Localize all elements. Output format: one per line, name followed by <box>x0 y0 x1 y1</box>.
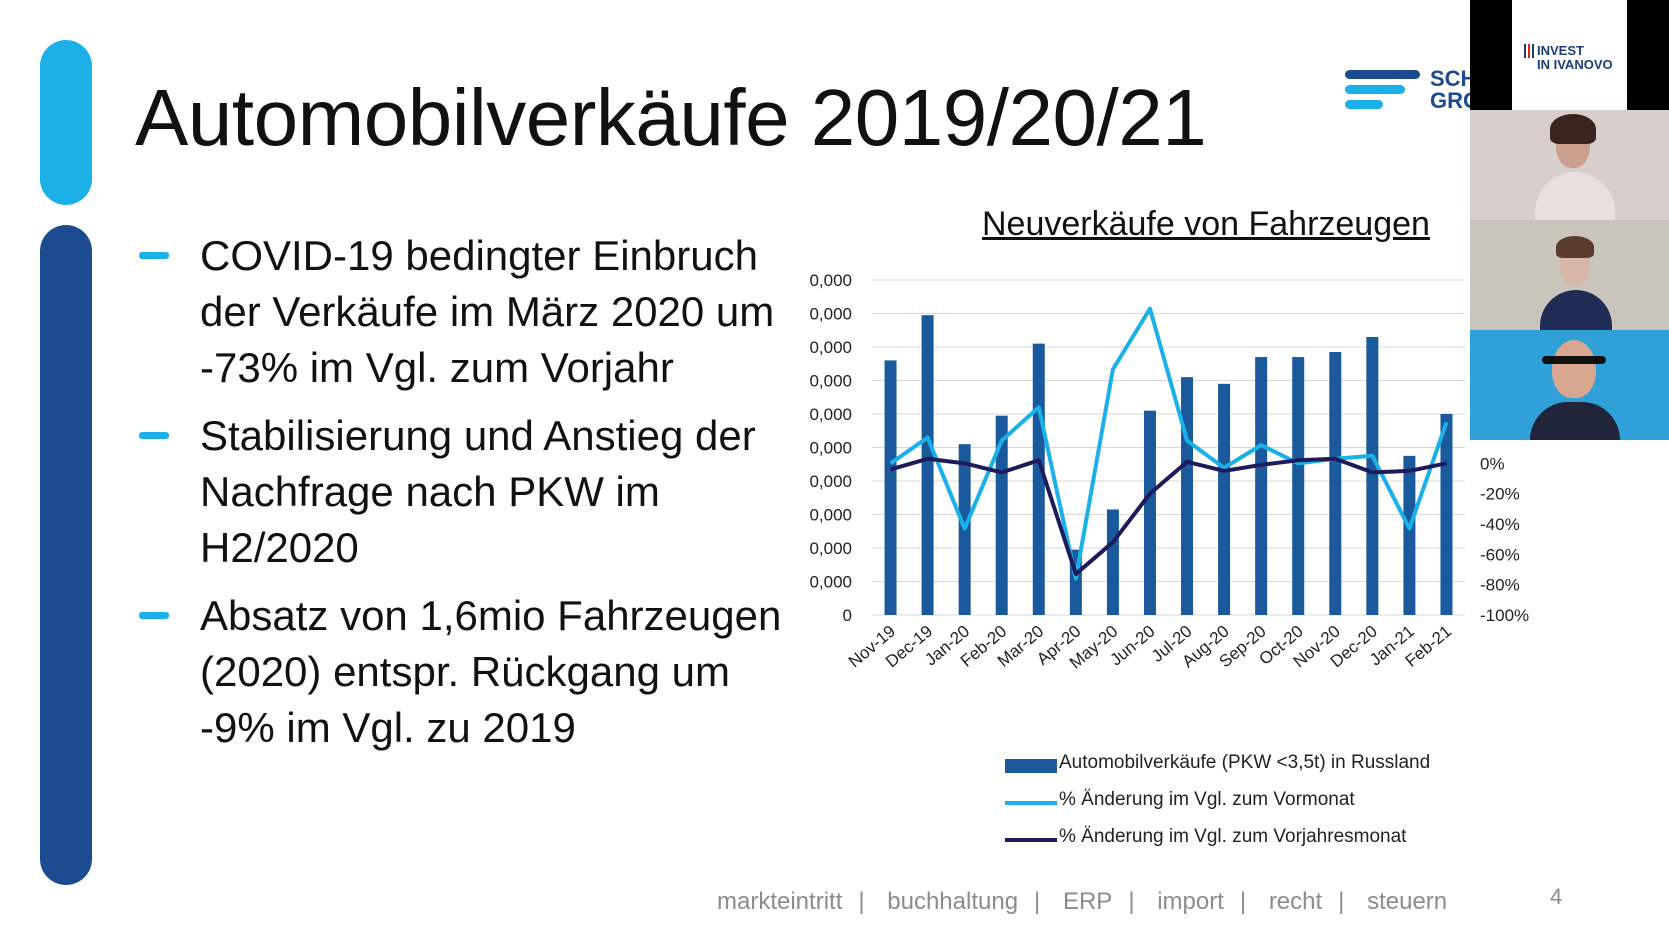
y-tick-label: 40,000 <box>810 539 852 558</box>
bar <box>1143 410 1156 615</box>
y2-tick-label: -80% <box>1480 576 1520 595</box>
bar <box>1329 352 1342 615</box>
video-tile-host-logo[interactable]: INVEST IN IVANOVO <box>1470 0 1669 110</box>
y-tick-label: 60,000 <box>810 506 852 525</box>
legend-swatch-line <box>1005 801 1057 805</box>
footer-item: import <box>1157 888 1224 915</box>
chart-title: Neuverkäufe von Fahrzeugen <box>982 205 1430 243</box>
page-number: 4 <box>1550 884 1563 909</box>
footer-item: buchhaltung <box>887 888 1019 915</box>
bar <box>1292 357 1305 615</box>
bullet-list: COVID-19 bedingter Einbruch der Verkäufe… <box>135 228 815 768</box>
video-tile-participant[interactable] <box>1470 110 1669 220</box>
y2-tick-label: -40% <box>1480 515 1520 534</box>
bar <box>1366 336 1379 615</box>
bar <box>1106 509 1119 615</box>
brand-line1: INVEST <box>1537 43 1584 58</box>
bullet-text: Stabilisierung und Anstieg der Nachfrage… <box>200 412 756 571</box>
series-line <box>889 306 1449 581</box>
bar <box>1181 377 1194 615</box>
company-logo: SCH GRO <box>1345 68 1480 115</box>
brand-line2: IN IVANOVO <box>1537 57 1613 72</box>
video-tile-participant[interactable] <box>1470 220 1669 330</box>
bar <box>995 415 1008 615</box>
bar <box>1440 414 1453 615</box>
y-tick-label: 140,000 <box>810 372 852 391</box>
legend-label: % Änderung im Vgl. zum Vormonat <box>1059 789 1355 810</box>
y2-tick-label: -20% <box>1480 485 1520 504</box>
y-tick-label: 160,000 <box>810 338 852 357</box>
bullet-text: COVID-19 bedingter Einbruch der Verkäufe… <box>200 232 775 391</box>
bullet-text: Absatz von 1,6mio Fahrzeugen (2020) ents… <box>200 592 782 751</box>
y-tick-label: 100,000 <box>810 439 852 458</box>
footer-item: steuern <box>1367 888 1448 915</box>
bar <box>1403 455 1416 615</box>
bar <box>884 360 897 615</box>
legend-swatch-bar <box>1005 759 1057 773</box>
footer-item: markteintritt <box>717 888 843 915</box>
y2-tick-label: -100% <box>1480 606 1529 625</box>
accent-bar-light <box>40 40 92 205</box>
bullet-item: COVID-19 bedingter Einbruch der Verkäufe… <box>135 228 815 396</box>
y-tick-label: 20,000 <box>810 573 852 592</box>
y-tick-label: 0 <box>843 606 852 625</box>
series-line <box>889 456 1447 577</box>
bullet-item: Absatz von 1,6mio Fahrzeugen (2020) ents… <box>135 588 815 756</box>
footer-nav: markteintritt | buchhaltung | ERP | import |… <box>717 888 1448 915</box>
y2-tick-label: 0% <box>1480 454 1505 473</box>
y-tick-label: 80,000 <box>810 472 852 491</box>
bar <box>921 315 934 615</box>
invest-ivanovo-logo: INVEST IN IVANOVO <box>1524 44 1613 71</box>
y-tick-label: 120,000 <box>810 405 852 424</box>
bullet-item: Stabilisierung und Anstieg der Nachfrage… <box>135 408 815 576</box>
logo-text: SCH GRO <box>1430 66 1481 113</box>
video-tile-participant[interactable] <box>1470 330 1669 440</box>
y2-tick-label: -60% <box>1480 545 1520 564</box>
video-participants-panel: INVEST IN IVANOVO <box>1470 0 1669 440</box>
bar <box>1255 357 1268 615</box>
y-tick-label: 180,000 <box>810 305 852 324</box>
slide-title: Automobilverkäufe 2019/20/21 <box>135 73 1207 162</box>
legend-label: Automobilverkäufe (PKW <3,5t) in Russlan… <box>1059 752 1431 773</box>
bar <box>1218 383 1231 615</box>
legend-swatch-line <box>1005 838 1057 842</box>
footer-item: ERP <box>1062 888 1113 915</box>
footer-item: recht <box>1268 888 1323 915</box>
legend-label: % Änderung im Vgl. zum Vorjahresmonat <box>1059 826 1407 847</box>
y-tick-label: 200,000 <box>810 271 852 290</box>
sales-chart: 200,000 180,000 160,000 140,000 120,000 100,0… <box>810 271 1529 673</box>
accent-bar-dark <box>40 225 92 885</box>
